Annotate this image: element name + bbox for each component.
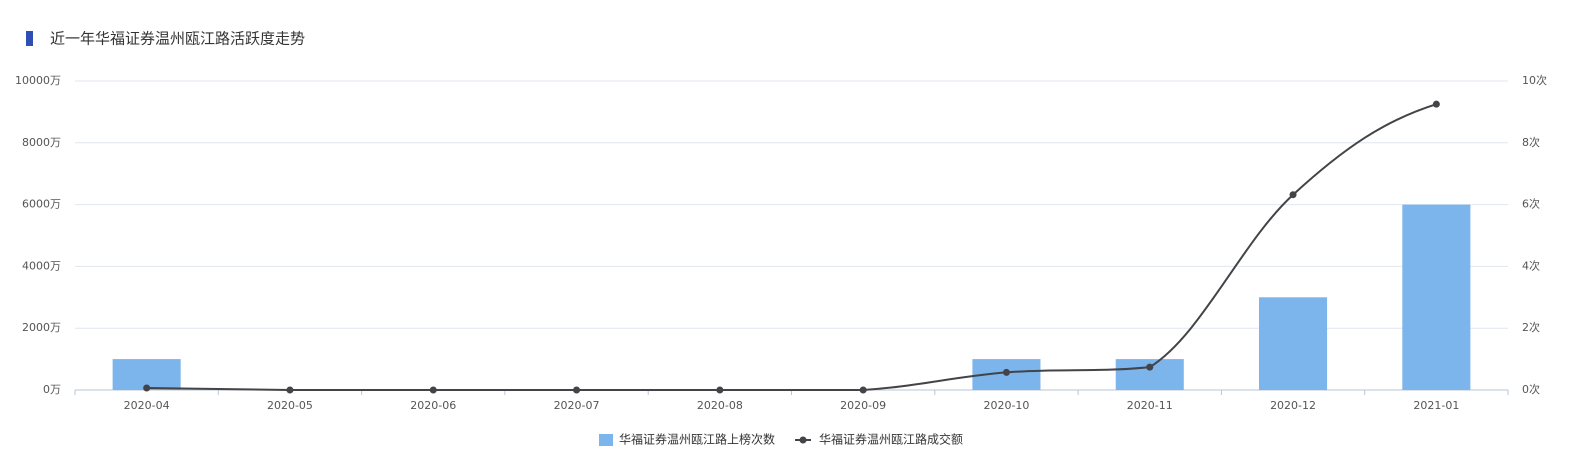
y-tick-label: 0万 xyxy=(43,383,61,396)
legend-label: 华福证券温州瓯江路上榜次数 xyxy=(619,432,775,447)
line-point xyxy=(429,386,437,394)
y2-tick-label: 10次 xyxy=(1522,73,1547,87)
line-point xyxy=(1432,100,1440,108)
line-point xyxy=(1002,368,1010,376)
x-tick-label: 2021-01 xyxy=(1413,399,1459,412)
y2-tick-label: 4次 xyxy=(1522,258,1540,272)
y2-tick-label: 8次 xyxy=(1522,135,1540,149)
y-tick-label: 8000万 xyxy=(22,136,61,149)
x-tick-label: 2020-09 xyxy=(840,399,886,412)
y2-tick-label: 0次 xyxy=(1522,382,1540,396)
x-tick-label: 2020-10 xyxy=(983,399,1029,412)
x-tick-label: 2020-08 xyxy=(697,399,743,412)
y2-tick-label: 2次 xyxy=(1522,320,1540,334)
y-tick-label: 2000万 xyxy=(22,321,61,334)
line-point xyxy=(573,386,581,394)
y-tick-label: 6000万 xyxy=(22,198,61,211)
x-tick-label: 2020-05 xyxy=(267,399,313,412)
legend-label: 华福证券温州瓯江路成交额 xyxy=(819,432,963,447)
title-marker xyxy=(26,31,33,46)
bar xyxy=(1259,297,1328,390)
line xyxy=(146,103,1437,391)
line-point xyxy=(286,386,294,394)
x-tick-label: 2020-12 xyxy=(1270,399,1316,412)
x-tick-label: 2020-04 xyxy=(124,399,170,412)
line-point xyxy=(143,384,151,392)
bar xyxy=(1402,204,1471,390)
line-point xyxy=(1146,363,1154,371)
line-point xyxy=(716,386,724,394)
y-tick-label: 10000万 xyxy=(15,74,61,87)
x-tick-label: 2020-06 xyxy=(410,399,456,412)
x-tick-label: 2020-11 xyxy=(1127,399,1173,412)
line-point xyxy=(1289,191,1297,199)
legend-swatch xyxy=(799,436,807,444)
y-tick-label: 4000万 xyxy=(22,259,61,272)
y2-tick-label: 6次 xyxy=(1522,197,1540,211)
legend-swatch xyxy=(599,434,613,446)
line-point xyxy=(859,386,867,394)
chart-title: 近一年华福证券温州瓯江路活跃度走势 xyxy=(50,30,305,48)
x-tick-label: 2020-07 xyxy=(554,399,600,412)
